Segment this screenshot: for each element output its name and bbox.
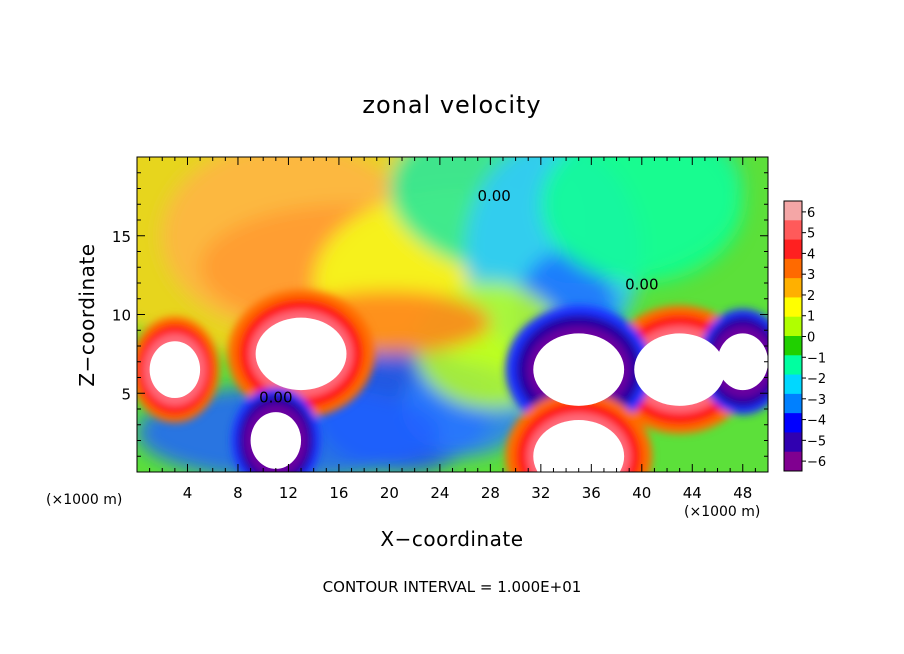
chart-title: zonal velocity xyxy=(362,91,541,119)
x-tick-label: 36 xyxy=(582,484,601,502)
x-unit-label: (×1000 m) xyxy=(684,504,760,520)
saturated-region xyxy=(533,333,625,406)
colorbar-swatch xyxy=(784,432,802,453)
colorbar-swatch xyxy=(784,239,802,260)
colorbar-tick-label: −1 xyxy=(807,351,826,366)
x-tick-label: 28 xyxy=(481,484,500,502)
x-tick-label: 32 xyxy=(531,484,550,502)
saturated-region xyxy=(717,333,768,391)
colorbar-swatch xyxy=(784,278,802,298)
contour-label: 0.00 xyxy=(625,275,658,293)
x-tick-label: 48 xyxy=(733,484,752,502)
saturated-region xyxy=(149,341,201,398)
contour-interval-note: CONTOUR INTERVAL = 1.000E+01 xyxy=(323,578,582,596)
colorbar: 6 5 4 3 2 1 0 −1 −2 −3 −4 −5 −6 xyxy=(783,200,826,472)
x-axis: 4 8 12 16 20 24 28 32 36 40 44 48 xyxy=(149,157,756,502)
colorbar-tick-label: 1 xyxy=(807,310,815,325)
colorbar-swatch xyxy=(784,258,802,279)
x-tick-label: 20 xyxy=(380,484,399,502)
contour-label: 0.00 xyxy=(259,389,292,407)
saturated-region xyxy=(533,420,625,472)
colorbar-tick-label: −4 xyxy=(807,414,826,429)
y-axis-label: Z−coordinate xyxy=(75,243,99,386)
colorbar-tick-label: 2 xyxy=(807,289,815,304)
saturated-region xyxy=(634,333,726,406)
colorbar-swatch xyxy=(784,393,802,414)
x-tick-label: 4 xyxy=(183,484,193,502)
colorbar-tick-label: 4 xyxy=(807,247,815,262)
x-tick-label: 44 xyxy=(683,484,702,502)
contour-label: 0.00 xyxy=(477,187,510,205)
colorbar-tick-label: 5 xyxy=(807,227,815,242)
y-tick-label: 10 xyxy=(112,307,131,325)
colorbar-swatch xyxy=(784,451,802,472)
colorbar-tick-label: −2 xyxy=(807,372,826,387)
colorbar-tick-label: −5 xyxy=(807,434,826,449)
colorbar-tick-label: −3 xyxy=(807,393,826,408)
y-tick-label: 5 xyxy=(121,385,131,403)
colorbar-tick-label: 0 xyxy=(807,331,815,346)
x-tick-label: 12 xyxy=(279,484,298,502)
colorbar-swatch xyxy=(784,220,802,241)
x-tick-label: 16 xyxy=(329,484,348,502)
y-tick-label: 15 xyxy=(112,228,131,246)
velocity-field: 0.00 0.00 0.00 xyxy=(137,157,768,472)
x-tick-label: 24 xyxy=(430,484,449,502)
colorbar-tick-label: 6 xyxy=(807,206,815,221)
colorbar-tick-label: −6 xyxy=(807,455,826,470)
y-unit-label: (×1000 m) xyxy=(46,492,122,508)
colorbar-swatch xyxy=(784,413,802,433)
colorbar-swatch xyxy=(784,374,802,395)
colorbar-swatch xyxy=(784,336,802,356)
y-axis: 5 10 15 xyxy=(112,172,768,457)
colorbar-swatch xyxy=(784,316,802,337)
colorbar-swatch xyxy=(784,201,802,221)
colorbar-swatch xyxy=(784,297,802,318)
x-axis-label: X−coordinate xyxy=(380,527,523,551)
x-tick-label: 40 xyxy=(632,484,651,502)
saturated-region xyxy=(255,317,347,391)
saturated-region xyxy=(250,412,302,469)
x-tick-label: 8 xyxy=(233,484,243,502)
colorbar-tick-label: 3 xyxy=(807,268,815,283)
colorbar-swatch xyxy=(784,355,802,376)
